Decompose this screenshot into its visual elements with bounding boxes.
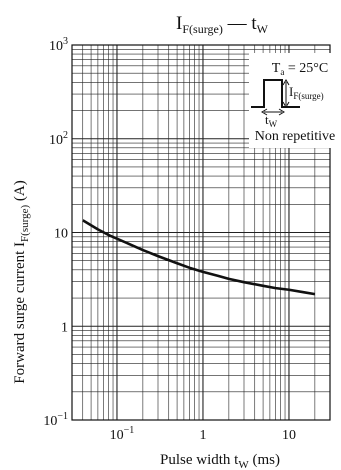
x-tick-label: 1: [199, 428, 206, 443]
legend-note: Non repetitive: [255, 129, 335, 144]
legend-width-label: tW: [265, 112, 278, 129]
plot-frame: [71, 44, 331, 421]
pulse-width-arrow: [261, 108, 285, 116]
pulse-shape: [251, 79, 300, 108]
x-tick-label: 10: [282, 428, 296, 443]
x-tick-labels: 10−1 1 10: [110, 425, 296, 443]
chart-title: IF(surge) — tW: [176, 13, 269, 36]
legend-box: Ta = 25°C IF(surge) tW Non repetitive: [249, 53, 341, 148]
x-tick-label: 10−1: [110, 425, 135, 443]
grid-lines: [71, 44, 331, 421]
y-tick-label: 10−1: [43, 411, 68, 429]
legend-pulse-label: IF(surge): [289, 84, 324, 101]
pulse-height-arrow: [282, 79, 290, 108]
legend-condition: Ta = 25°C: [272, 61, 328, 77]
x-axis-label: Pulse width tW (ms): [160, 452, 280, 470]
y-tick-label: 102: [49, 130, 68, 148]
y-tick-label: 1: [61, 320, 68, 335]
y-axis-label: Forward surge current IF(surge) (A): [12, 180, 31, 383]
y-tick-label: 103: [49, 36, 68, 54]
y-tick-label: 10: [54, 227, 68, 242]
series-line: [82, 219, 316, 296]
